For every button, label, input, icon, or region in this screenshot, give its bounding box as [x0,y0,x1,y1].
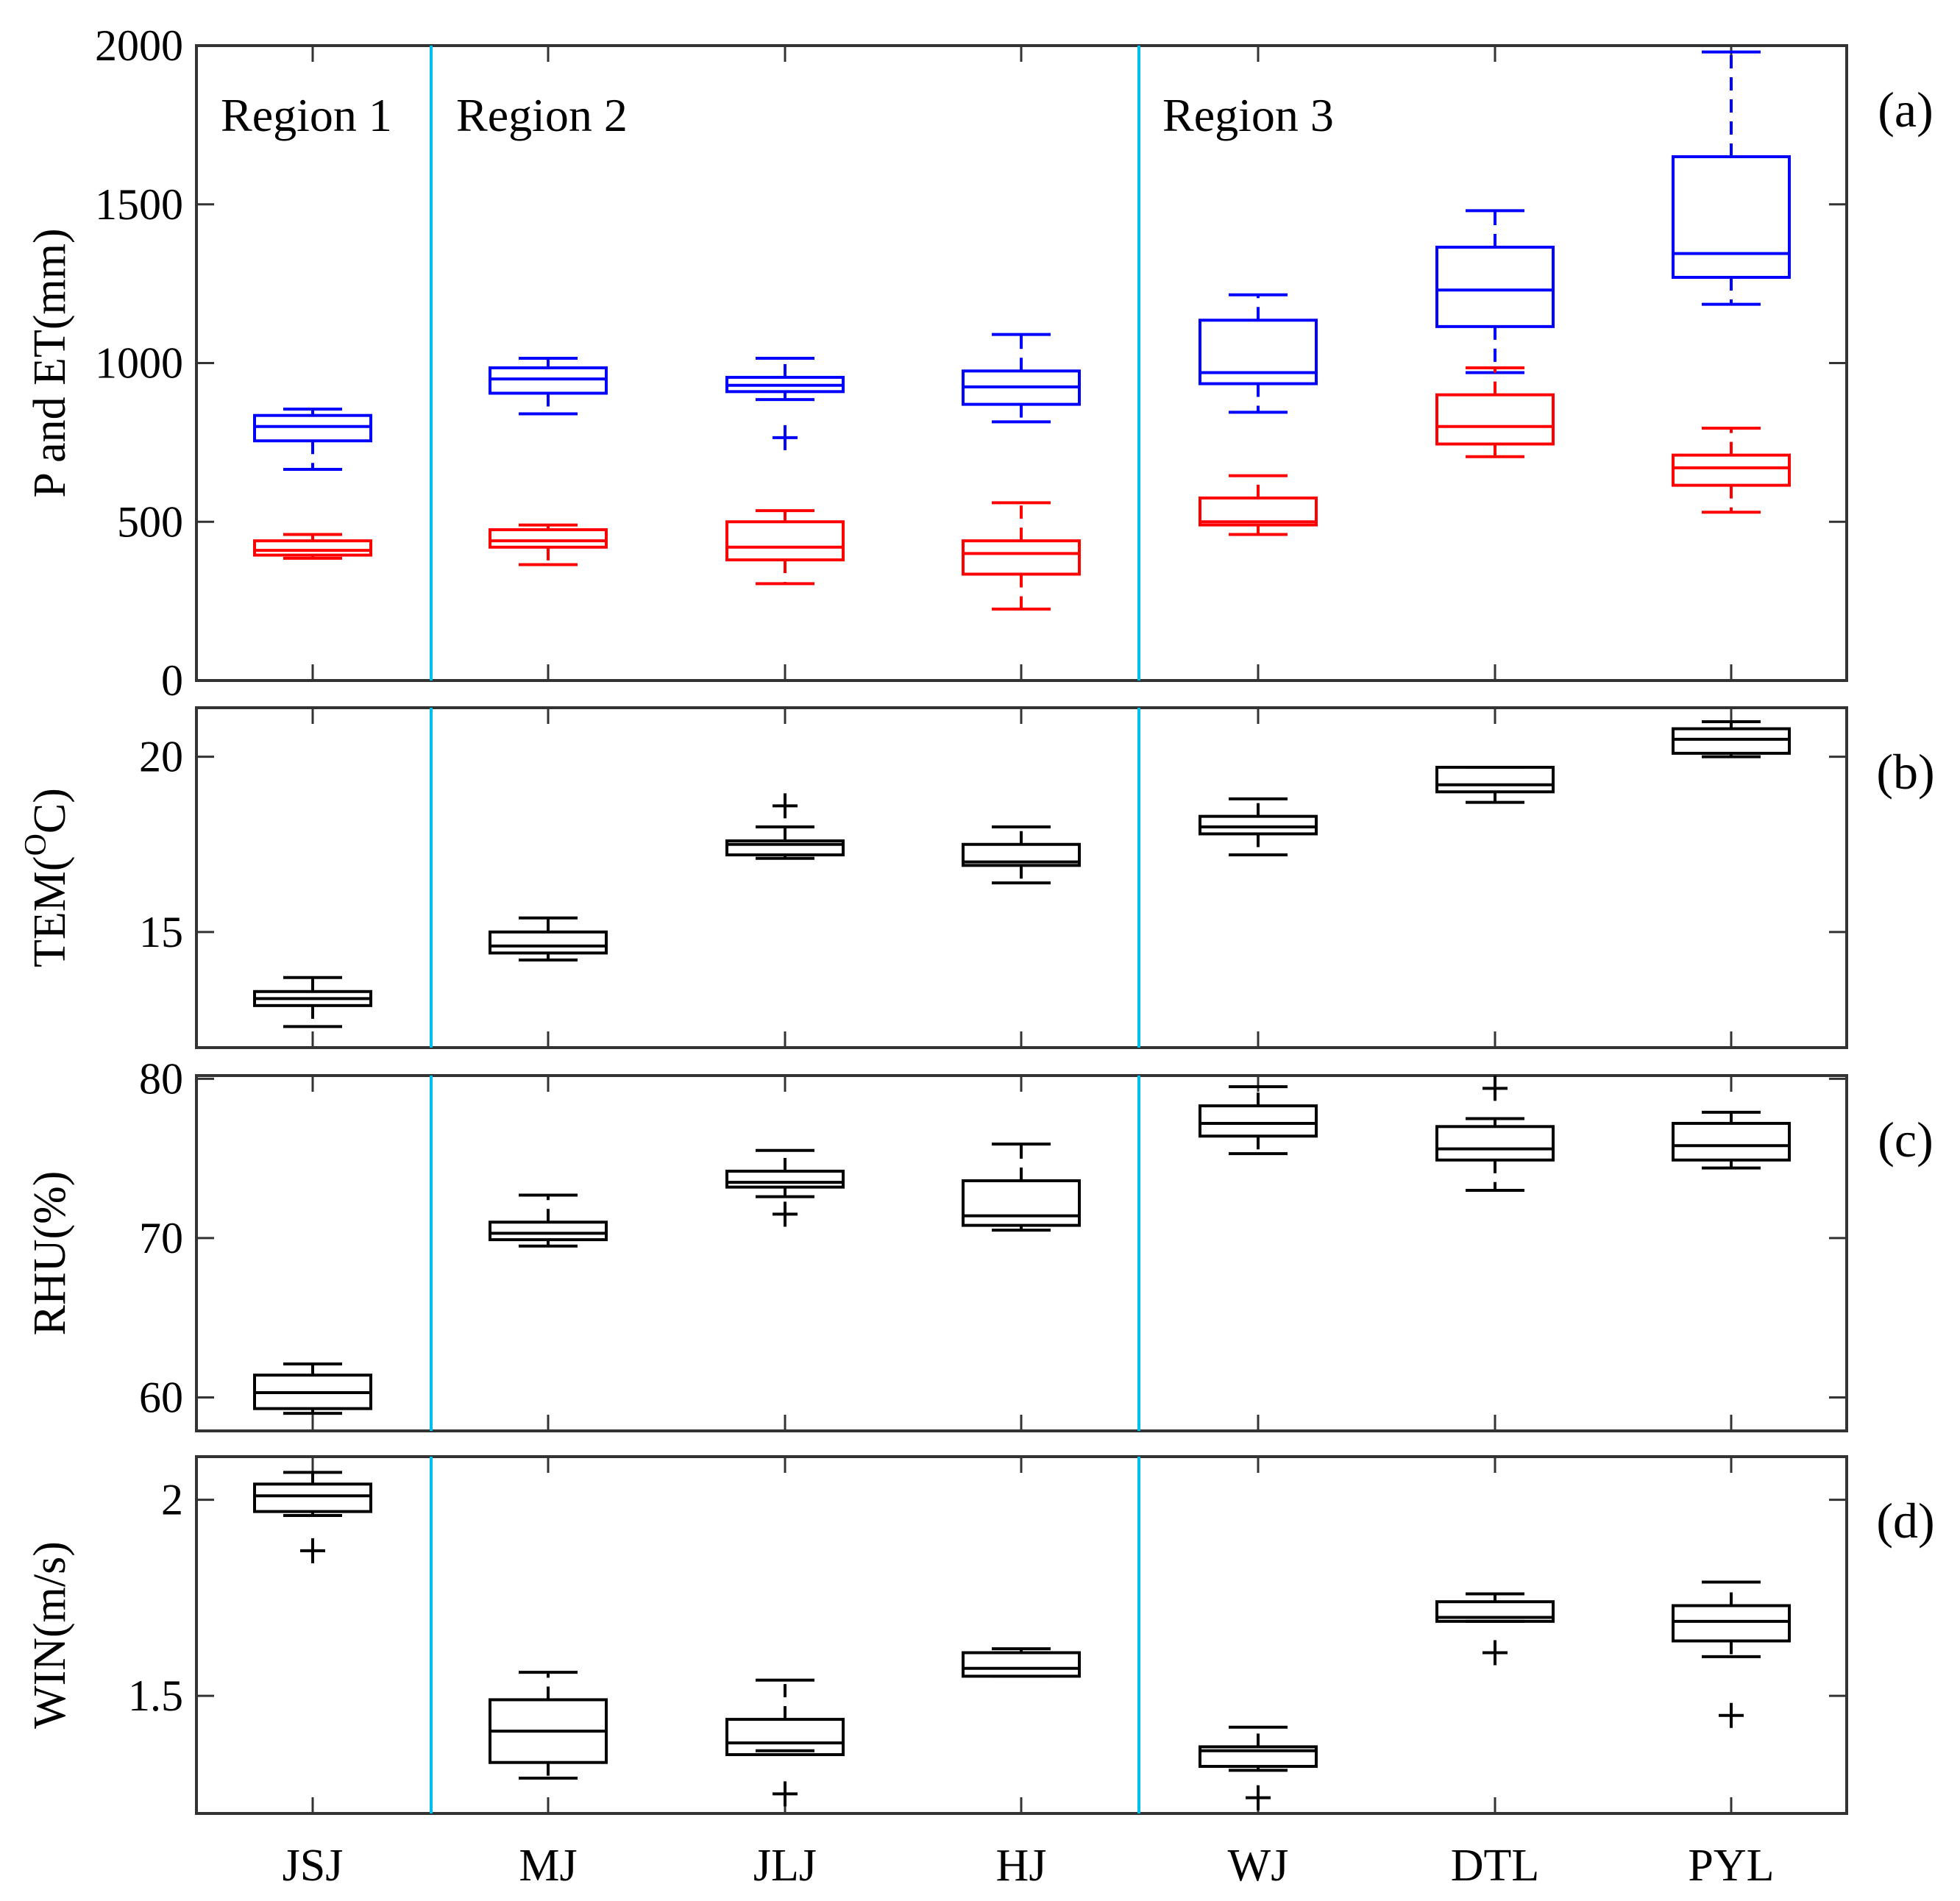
panel-d-win-pyl-box [1672,1604,1791,1643]
ylabel-tail: C) [25,788,75,834]
panel-c-rhu-dtl-box [1435,1125,1555,1162]
panel-a-ytick-label: 500 [117,497,183,546]
panel-d-win-hj-box [962,1651,1081,1678]
panel-c-rhu-wj-box [1199,1104,1318,1138]
panel-a-et-wj-box [1199,496,1318,527]
region-label-1: Region 1 [221,89,392,141]
panel-b-ylabel: TEM(OC) [19,788,75,967]
panel-c-rhu-jlj-box [725,1169,845,1189]
panel-d-win-wj-box [1199,1745,1318,1769]
panel-d-win-jsj-box [253,1482,372,1513]
panel-b-tem-pyl-box [1672,727,1791,755]
panel-c-ytick-label: 60 [139,1374,183,1422]
x-category-label-wj: WJ [1228,1841,1289,1891]
panel-b-tem-jlj-box [725,839,845,857]
panel-b-tem-wj-box [1199,814,1318,836]
x-category-label-dtl: DTL [1451,1841,1540,1891]
panel-b-tag: (b) [1876,744,1934,800]
panel-a-ytick-label: 1500 [95,180,183,229]
panel-d-win-dtl-box [1435,1600,1555,1623]
panel-d-ytick-label: 1.5 [128,1671,183,1720]
panel-c-rhu-pyl-box [1672,1121,1791,1162]
panel-c-axes-frame [195,1074,1848,1432]
panel-a-ytick-label: 2000 [95,21,183,70]
panel-a-ylabel: P and ET(mm) [25,228,75,497]
panel-a-p-pyl-box [1672,155,1791,279]
ylabel-main: TEM( [25,856,75,967]
panel-d-win-jlj-box [725,1718,845,1757]
panel-a-ytick-label: 1000 [95,339,183,388]
panel-c-rhu-hj-box [962,1179,1081,1227]
panel-b-ytick-label: 15 [139,908,183,956]
panel-a-et-pyl-box [1672,453,1791,487]
ylabel-superscript: O [19,834,53,856]
region-label-3: Region 3 [1162,89,1334,141]
x-category-label-jlj: JLJ [753,1841,817,1891]
panel-a-p-wj-box [1199,319,1318,385]
region-label-2: Region 2 [456,89,628,141]
panel-c-ytick-label: 70 [139,1214,183,1262]
panel-a-et-hj-box [962,539,1081,576]
panel-c-ylabel: RHU(%) [25,1171,75,1336]
panel-a-tag: (a) [1878,82,1933,138]
panel-a-et-jsj-box [253,539,372,557]
panel-a-et-jlj-box [725,520,845,562]
panel-b-tem-hj-box [962,842,1081,867]
panel-a-et-dtl-box [1435,393,1555,446]
panel-c-tag: (c) [1878,1112,1933,1168]
x-category-label-mj: MJ [519,1841,577,1891]
panel-d-ytick-label: 2 [161,1476,183,1524]
panel-a-p-dtl-box [1435,246,1555,328]
x-category-label-hj: HJ [996,1841,1047,1891]
x-category-label-pyl: PYL [1688,1841,1774,1891]
panel-a-p-jsj-box [253,413,372,443]
panel-b-ytick-label: 20 [139,733,183,781]
panel-a-p-mj-box [489,366,608,395]
panel-a-ytick-label: 0 [161,656,183,705]
panel-d-tag: (d) [1876,1493,1934,1549]
panel-c-rhu-mj-box [489,1220,608,1242]
x-category-label-jsj: JSJ [283,1841,344,1891]
panel-b-tem-dtl-box [1435,765,1555,794]
panel-a-et-mj-box [489,528,608,549]
panel-d-ylabel: WIN(m/s) [25,1541,75,1729]
panel-c-ytick-label: 80 [139,1054,183,1103]
panel-b-tem-mj-box [489,930,608,955]
panel-d-axes-frame [195,1455,1848,1815]
